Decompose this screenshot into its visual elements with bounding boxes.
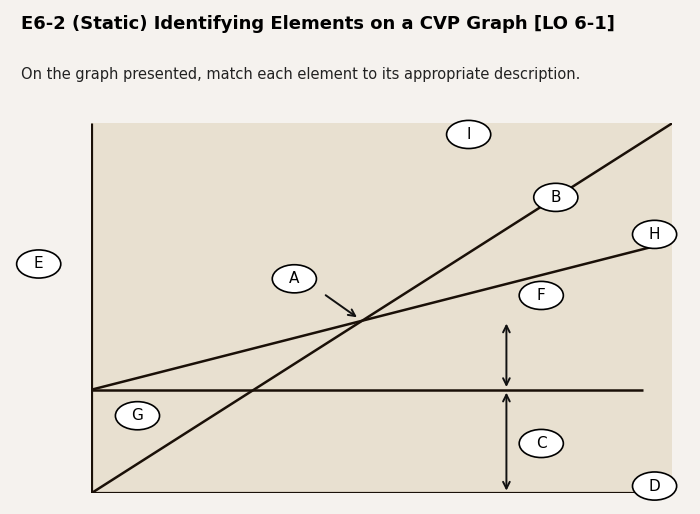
Circle shape <box>116 401 160 430</box>
Text: E: E <box>34 256 43 271</box>
Circle shape <box>633 472 677 500</box>
Text: I: I <box>466 127 471 142</box>
Circle shape <box>533 183 578 211</box>
Text: C: C <box>536 436 547 451</box>
Text: E6-2 (Static) Identifying Elements on a CVP Graph [LO 6-1]: E6-2 (Static) Identifying Elements on a … <box>21 15 615 33</box>
Circle shape <box>17 250 61 278</box>
Text: On the graph presented, match each element to its appropriate description.: On the graph presented, match each eleme… <box>21 67 580 82</box>
Text: B: B <box>550 190 561 205</box>
Circle shape <box>633 221 677 248</box>
Text: H: H <box>649 227 660 242</box>
Text: G: G <box>132 408 144 423</box>
Text: D: D <box>649 479 660 493</box>
Circle shape <box>519 429 564 457</box>
Circle shape <box>447 120 491 149</box>
Circle shape <box>272 265 316 293</box>
Text: A: A <box>289 271 300 286</box>
Circle shape <box>519 281 564 309</box>
Text: F: F <box>537 288 546 303</box>
